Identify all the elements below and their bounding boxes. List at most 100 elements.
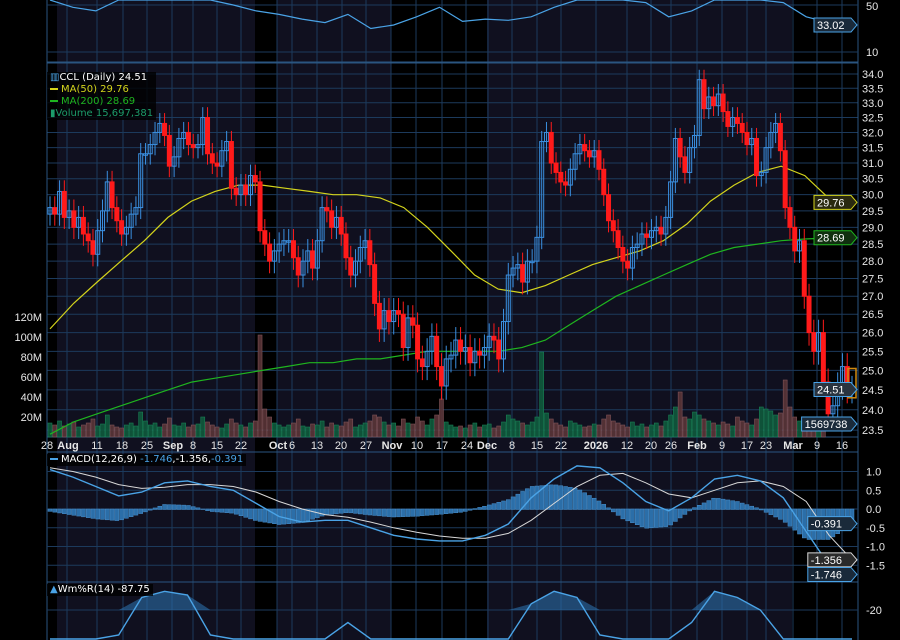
volume-bar bbox=[539, 351, 545, 438]
volume-bar bbox=[658, 425, 664, 438]
volume-bar bbox=[477, 426, 482, 438]
volume-bar bbox=[601, 418, 607, 438]
macd-histogram-bar bbox=[405, 508, 411, 517]
volume-bar bbox=[104, 414, 110, 438]
macd-histogram-bar bbox=[443, 508, 449, 514]
candle-body bbox=[429, 335, 435, 352]
volume-bar bbox=[482, 424, 487, 438]
candle-body bbox=[271, 250, 277, 262]
volume-bar bbox=[448, 424, 454, 438]
macd-histogram-bar bbox=[295, 508, 301, 524]
price-tick-label: 33.0 bbox=[862, 98, 883, 110]
candle-body bbox=[496, 339, 502, 360]
macd-histogram-bar bbox=[190, 506, 196, 510]
macd-histogram-bar bbox=[401, 508, 406, 517]
macd-histogram-bar bbox=[420, 508, 425, 517]
volume-bar bbox=[467, 424, 473, 438]
volume-bar bbox=[85, 422, 91, 438]
macd-histogram-bar bbox=[281, 508, 287, 525]
macd-histogram-bar bbox=[238, 508, 244, 516]
signal-value-tag-shape bbox=[807, 552, 858, 568]
macd-histogram-bar bbox=[152, 507, 158, 510]
date-tick-label: 20 bbox=[335, 440, 347, 452]
candle-body bbox=[295, 257, 301, 276]
candle-body bbox=[209, 153, 215, 164]
candle-body bbox=[591, 150, 597, 158]
price-tick-label: 29.0 bbox=[862, 222, 883, 234]
volume-bar bbox=[319, 420, 325, 438]
macd-histogram-bar bbox=[353, 508, 358, 514]
top-value-tag-text: 33.02 bbox=[817, 20, 845, 32]
candle-body bbox=[491, 335, 497, 341]
macd-histogram-bar bbox=[434, 508, 439, 515]
price-tick-label: 34.0 bbox=[862, 69, 883, 81]
date-tick-label: 9 bbox=[719, 440, 725, 452]
macd-swatch-icon bbox=[50, 458, 58, 460]
volume-bar bbox=[377, 416, 382, 438]
candle-body bbox=[438, 366, 444, 387]
candle-body bbox=[90, 240, 96, 255]
price-tick-label: 25.5 bbox=[862, 346, 883, 358]
macd-histogram-bar bbox=[396, 508, 401, 518]
volume-bar bbox=[47, 422, 53, 438]
volume-bar bbox=[357, 424, 363, 438]
price-tick-label: 31.5 bbox=[862, 143, 883, 155]
macd-histogram-bar bbox=[549, 484, 554, 510]
candle-body bbox=[515, 264, 521, 269]
candle-body bbox=[672, 137, 678, 183]
macd-tick-label: -1.5 bbox=[866, 560, 885, 572]
macd-histogram-bar bbox=[716, 498, 721, 510]
volume-bar bbox=[305, 426, 311, 438]
volume-tick-label: 40M bbox=[21, 392, 42, 404]
candle-body bbox=[734, 116, 740, 124]
volume-bar bbox=[520, 422, 525, 438]
candle-body bbox=[286, 240, 292, 243]
macd-histogram-bar bbox=[253, 508, 258, 521]
macd-histogram-bar bbox=[625, 508, 630, 522]
macd-histogram-bar bbox=[66, 508, 72, 515]
volume-bar bbox=[219, 427, 225, 438]
candle-body bbox=[185, 131, 191, 146]
candle-body bbox=[725, 111, 731, 127]
symbol-legend: CCL (Daily) 24.51 bbox=[59, 72, 148, 83]
candle-body bbox=[233, 187, 239, 196]
macd-histogram-bar bbox=[362, 508, 368, 515]
volume-bar bbox=[758, 406, 764, 438]
macd-histogram-bar bbox=[300, 508, 306, 523]
volume-bar bbox=[133, 425, 139, 438]
candle-body bbox=[219, 150, 225, 167]
macd-histogram-bar bbox=[701, 502, 707, 510]
month-shade-band bbox=[487, 0, 792, 640]
volume-bar bbox=[176, 425, 182, 438]
macd-histogram-bar bbox=[467, 508, 473, 511]
candle-body bbox=[166, 134, 172, 167]
candle-body bbox=[52, 207, 58, 215]
macd-tick-label: -0.5 bbox=[866, 523, 885, 535]
date-tick-label: 27 bbox=[360, 440, 372, 452]
candle-body bbox=[763, 147, 769, 173]
macd-histogram-bar bbox=[324, 508, 330, 516]
volume-bar bbox=[405, 422, 411, 438]
volume-bar bbox=[434, 414, 439, 438]
ma50-legend: MA(50) 29.76 bbox=[61, 84, 129, 95]
wmr-overbought-area bbox=[50, 591, 852, 610]
candle-body bbox=[57, 190, 63, 215]
macd-histogram-bar bbox=[305, 508, 311, 521]
candle-body bbox=[372, 264, 378, 304]
volume-bar bbox=[572, 422, 578, 438]
macd-histogram-bar bbox=[606, 507, 611, 510]
candle-body bbox=[682, 156, 688, 173]
candle-body bbox=[276, 243, 282, 252]
macd-histogram-bar bbox=[744, 504, 750, 510]
volume-bar bbox=[334, 424, 339, 438]
macd-histogram-bar bbox=[386, 508, 392, 517]
candle-body bbox=[400, 313, 406, 349]
macd-histogram-bar bbox=[572, 487, 578, 510]
candle-body bbox=[290, 240, 296, 259]
candle-body bbox=[100, 210, 106, 232]
macd-histogram-bar bbox=[520, 491, 525, 510]
date-tick-label: 6 bbox=[289, 440, 295, 452]
candle-body bbox=[348, 257, 354, 276]
volume-bar bbox=[606, 414, 611, 438]
